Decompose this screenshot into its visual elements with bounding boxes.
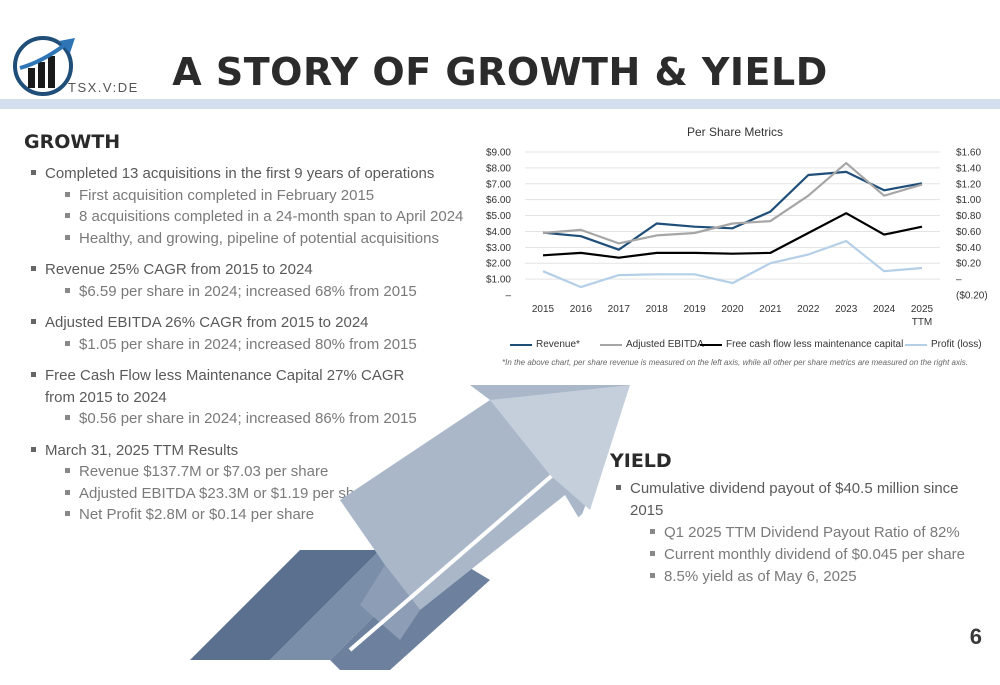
right-axis-tick-label: $1.00 [956,195,981,206]
yield-bullet-list: Cumulative dividend payout of $40.5 mill… [615,478,985,598]
growth-sub-bullet: Adjusted EBITDA $23.3M or $1.19 per shar… [45,483,480,505]
right-axis-tick-label: $0.40 [956,243,981,254]
growth-sub-bullet: 8 acquisitions completed in a 24-month s… [45,206,480,228]
chart-footnote: *In the above chart, per share revenue i… [501,358,969,367]
yield-sub-bullet: 8.5% yield as of May 6, 2025 [630,566,1000,588]
legend-label: Free cash flow less maintenance capital [726,339,904,350]
x-axis-tick-label: 2019 [683,304,706,315]
chart-legend: Revenue* Adjusted EBITDA Free cash flow le… [510,339,982,355]
right-axis-tick-label: $1.40 [956,163,981,174]
growth-bullet: Completed 13 acquisitions in the first 9… [30,163,480,249]
right-axis-tick-label: ($0.20) [956,291,988,302]
x-axis-tick-label: 2015 [532,304,555,315]
bullet-text: March 31, 2025 TTM Results [45,441,239,459]
company-logo [13,36,75,96]
right-axis-tick-label: $0.80 [956,211,981,222]
right-axis-tick-label: $1.20 [956,179,981,190]
legend-swatch [700,343,722,346]
left-axis-tick-label: – [505,291,511,302]
x-axis-tick-label: TTM [912,317,933,328]
left-axis-tick-label: $5.00 [486,211,511,222]
left-axis-tick-label: $7.00 [486,179,511,190]
x-axis-tick-label: 2022 [797,304,820,315]
growth-bullet: Adjusted EBITDA 26% CAGR from 2015 to 20… [30,312,480,355]
left-axis-tick-label: $3.00 [486,243,511,254]
left-axis-tick-label: $6.00 [486,195,511,206]
legend-label: Adjusted EBITDA [626,339,704,350]
legend-label: Profit (loss) [931,339,982,350]
series-line-revenue [542,170,923,251]
legend-item: Free cash flow less maintenance capital [700,339,903,350]
page-number: 6 [969,624,982,649]
series-line-adjusted-ebitda [542,162,923,245]
bullet-text: Adjusted EBITDA 26% CAGR from 2015 to 20… [45,314,369,331]
growth-sub-bullet: $0.56 per share in 2024; increased 86% f… [45,408,499,430]
x-axis-tick-label: 2025 [911,304,934,315]
bullet-text: Free Cash Flow less Maintenance Capital … [45,367,405,406]
x-axis-tick-label: 2020 [721,304,744,315]
legend-swatch [600,343,622,346]
left-axis-tick-label: $2.00 [486,259,511,270]
yield-heading: YIELD [610,450,672,472]
growth-bullet-list: Completed 13 acquisitions in the first 9… [30,163,480,536]
growth-sub-bullet: First acquisition completed in February … [45,185,480,207]
title-divider [0,99,1000,109]
legend-item: Adjusted EBITDA [600,339,704,350]
growth-bullet: Free Cash Flow less Maintenance Capital … [30,365,420,430]
growth-sub-bullet: $6.59 per share in 2024; increased 68% f… [45,281,480,303]
left-axis-tick-label: $9.00 [486,148,511,159]
growth-bullet: March 31, 2025 TTM Results Revenue $137.… [30,440,480,526]
x-axis-tick-label: 2023 [835,304,858,315]
series-line-profit-loss [542,239,923,289]
left-axis-tick-label: $4.00 [486,227,511,238]
legend-swatch [510,343,532,346]
right-axis-tick-label: – [956,275,962,286]
yield-sub-bullet: Q1 2025 TTM Dividend Payout Ratio of 82% [630,522,1000,544]
right-axis-tick-label: $0.20 [956,259,981,270]
left-axis-tick-label: $1.00 [486,275,511,286]
stock-ticker: TSX.V:DE [68,80,139,95]
yield-sub-bullet: Current monthly dividend of $0.045 per s… [630,544,1000,566]
chart-title: Per Share Metrics [686,125,784,139]
growth-arrow-graphic [190,385,630,670]
x-axis-tick-label: 2024 [873,304,896,315]
legend-item: Profit (loss) [905,339,982,350]
growth-sub-bullet: Revenue $137.7M or $7.03 per share [45,461,480,483]
growth-bullet: Revenue 25% CAGR from 2015 to 2024 $6.59… [30,259,480,302]
growth-sub-bullet: Healthy, and growing, pipeline of potent… [45,228,480,250]
legend-label: Revenue* [536,339,580,350]
page-title: A STORY OF GROWTH & YIELD [172,50,828,94]
bullet-text: Cumulative dividend payout of $40.5 mill… [630,480,959,519]
x-axis-tick-label: 2021 [759,304,782,315]
left-axis-tick-label: $8.00 [486,163,511,174]
x-axis-tick-label: 2016 [570,304,593,315]
growth-heading: GROWTH [24,131,121,153]
bullet-text: Revenue 25% CAGR from 2015 to 2024 [45,261,313,278]
growth-sub-bullet: $1.05 per share in 2024; increased 80% f… [45,334,480,356]
legend-item: Revenue* [510,339,580,350]
x-axis-tick-label: 2018 [646,304,669,315]
legend-swatch [905,343,927,346]
series-line-free-cash-flow-less-maintenance-capital [542,212,923,259]
yield-bullet: Cumulative dividend payout of $40.5 mill… [615,478,965,588]
right-axis-tick-label: $1.60 [956,148,981,159]
growth-sub-bullet: Net Profit $2.8M or $0.14 per share [45,504,480,526]
x-axis-tick-label: 2017 [608,304,631,315]
right-axis-tick-label: $0.60 [956,227,981,238]
bullet-text: Completed 13 acquisitions in the first 9… [45,165,435,182]
per-share-metrics-chart: – $1.00 $2.00 $3.00 $4.00 $5.00 $6.00 $7.00 $8.0… [486,148,988,329]
